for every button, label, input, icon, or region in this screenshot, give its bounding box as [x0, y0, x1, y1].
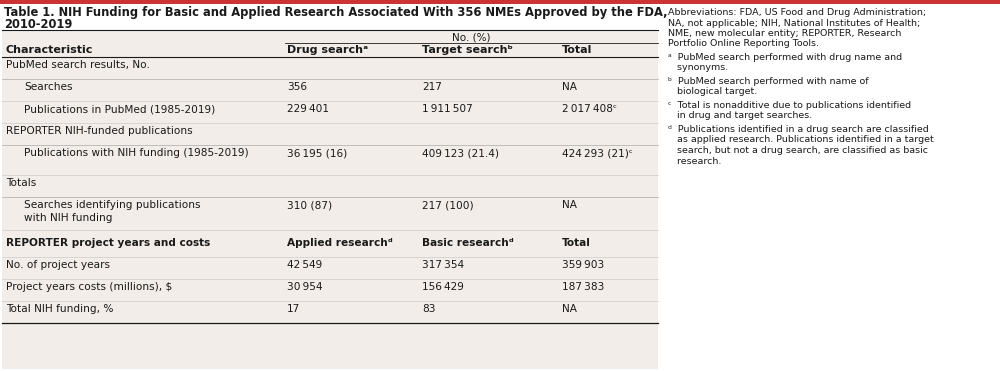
Text: 36 195 (16): 36 195 (16)	[287, 148, 347, 158]
Text: ᶜ  Total is nonadditive due to publications identified: ᶜ Total is nonadditive due to publicatio…	[668, 101, 911, 110]
Text: 2010-2019: 2010-2019	[4, 18, 72, 31]
Text: 42 549: 42 549	[287, 260, 322, 270]
Text: 83: 83	[422, 304, 436, 314]
Text: 17: 17	[287, 304, 300, 314]
Bar	[0, 0, 1000, 4]
Text: NA: NA	[562, 200, 577, 210]
Text: Drug searchᵃ: Drug searchᵃ	[287, 45, 368, 55]
Text: 359 903: 359 903	[562, 260, 604, 270]
Text: synonyms.: synonyms.	[668, 63, 728, 72]
Text: search, but not a drug search, are classified as basic: search, but not a drug search, are class…	[668, 146, 928, 155]
Text: biological target.: biological target.	[668, 88, 757, 96]
Text: research.: research.	[668, 157, 721, 165]
Text: ᵇ  PubMed search performed with name of: ᵇ PubMed search performed with name of	[668, 77, 869, 86]
Text: Abbreviations: FDA, US Food and Drug Administration;: Abbreviations: FDA, US Food and Drug Adm…	[668, 8, 926, 17]
Text: Searches identifying publications: Searches identifying publications	[24, 200, 200, 210]
Text: Applied researchᵈ: Applied researchᵈ	[287, 238, 393, 248]
Text: ᵃ  PubMed search performed with drug name and: ᵃ PubMed search performed with drug name…	[668, 53, 902, 62]
Text: Total: Total	[562, 238, 591, 248]
Text: Basic researchᵈ: Basic researchᵈ	[422, 238, 514, 248]
Text: Table 1. NIH Funding for Basic and Applied Research Associated With 356 NMEs App: Table 1. NIH Funding for Basic and Appli…	[4, 6, 668, 19]
Text: in drug and target searches.: in drug and target searches.	[668, 112, 812, 121]
Text: 409 123 (21.4): 409 123 (21.4)	[422, 148, 499, 158]
Text: 229 401: 229 401	[287, 104, 329, 114]
Text: Portfolio Online Reporting Tools.: Portfolio Online Reporting Tools.	[668, 39, 819, 49]
Text: 156 429: 156 429	[422, 282, 464, 292]
Text: Target searchᵇ: Target searchᵇ	[422, 45, 513, 55]
Text: 30 954: 30 954	[287, 282, 322, 292]
Text: ᵈ  Publications identified in a drug search are classified: ᵈ Publications identified in a drug sear…	[668, 125, 929, 134]
Text: 356: 356	[287, 82, 307, 92]
Text: 310 (87): 310 (87)	[287, 200, 332, 210]
Text: 217: 217	[422, 82, 442, 92]
Text: Publications with NIH funding (1985-2019): Publications with NIH funding (1985-2019…	[24, 148, 249, 158]
Text: REPORTER NIH-funded publications: REPORTER NIH-funded publications	[6, 126, 193, 136]
Text: NA, not applicable; NIH, National Institutes of Health;: NA, not applicable; NIH, National Instit…	[668, 19, 920, 27]
Text: 1 911 507: 1 911 507	[422, 104, 473, 114]
Text: 217 (100): 217 (100)	[422, 200, 474, 210]
Text: NA: NA	[562, 304, 577, 314]
Text: as applied research. Publications identified in a target: as applied research. Publications identi…	[668, 135, 934, 144]
Text: PubMed search results, No.: PubMed search results, No.	[6, 60, 150, 70]
Text: 2 017 408ᶜ: 2 017 408ᶜ	[562, 104, 617, 114]
Text: 424 293 (21)ᶜ: 424 293 (21)ᶜ	[562, 148, 633, 158]
Text: REPORTER project years and costs: REPORTER project years and costs	[6, 238, 210, 248]
Text: No. (%): No. (%)	[452, 32, 491, 42]
Text: No. of project years: No. of project years	[6, 260, 110, 270]
Text: Characteristic: Characteristic	[6, 45, 93, 55]
Text: NME, new molecular entity; REPORTER, Research: NME, new molecular entity; REPORTER, Res…	[668, 29, 901, 38]
Text: 187 383: 187 383	[562, 282, 604, 292]
Text: Totals: Totals	[6, 178, 36, 188]
Text: Publications in PubMed (1985-2019): Publications in PubMed (1985-2019)	[24, 104, 215, 114]
Text: with NIH funding: with NIH funding	[24, 213, 112, 223]
Text: Project years costs (millions), $: Project years costs (millions), $	[6, 282, 172, 292]
Text: Total NIH funding, %: Total NIH funding, %	[6, 304, 114, 314]
Text: NA: NA	[562, 82, 577, 92]
Bar	[2, 30, 658, 369]
Text: 317 354: 317 354	[422, 260, 464, 270]
Text: Total: Total	[562, 45, 592, 55]
Text: Searches: Searches	[24, 82, 72, 92]
